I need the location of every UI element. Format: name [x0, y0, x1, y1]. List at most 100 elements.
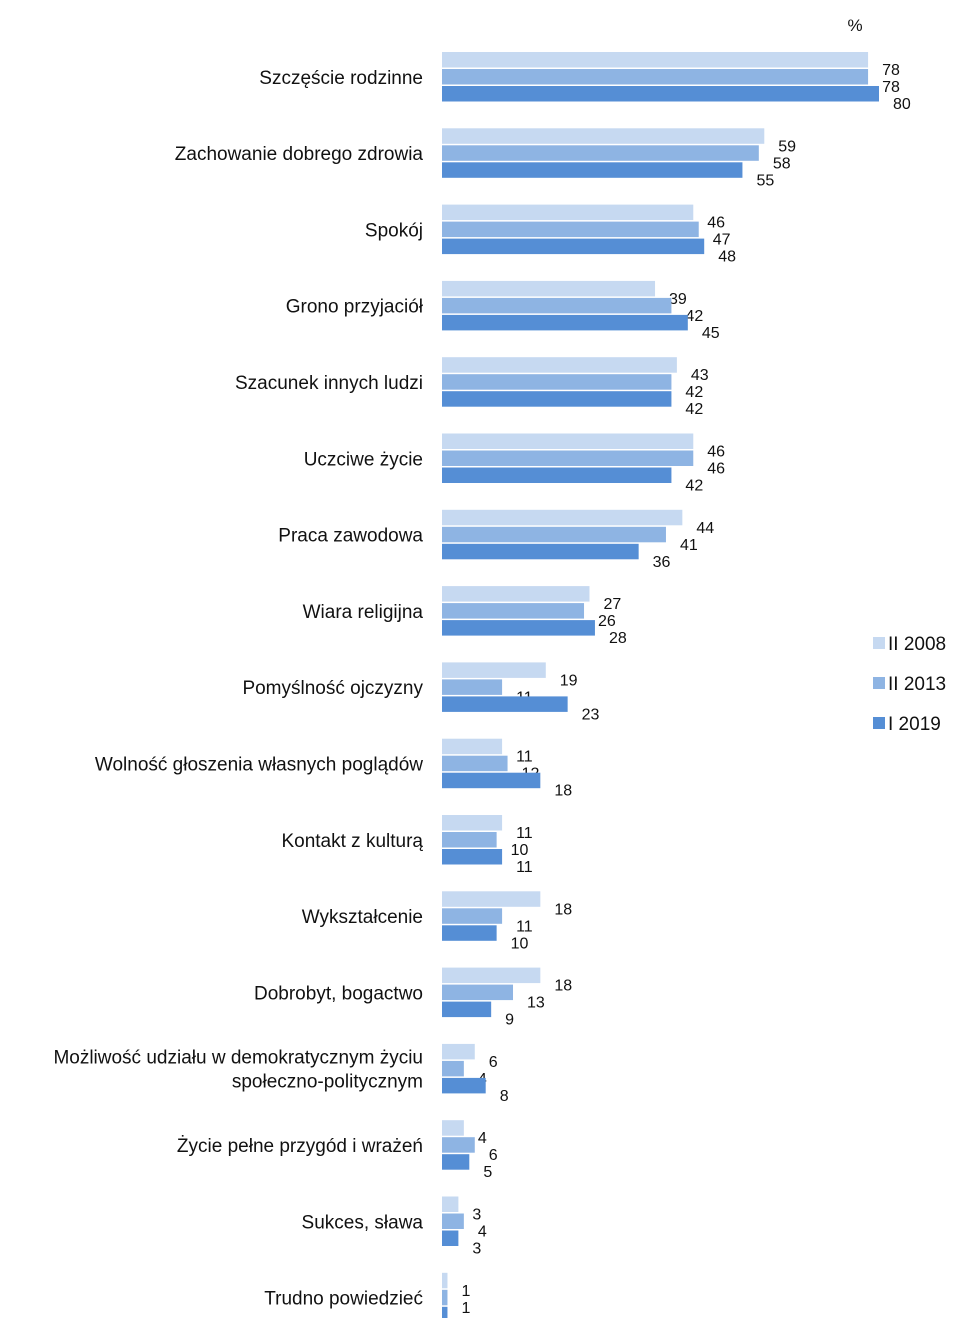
- value-label: 4: [478, 1224, 487, 1241]
- bar-ii-2013: [442, 603, 585, 619]
- bar-ii-2008: [442, 433, 694, 449]
- bar-ii-2008: [442, 1196, 459, 1212]
- value-label: 42: [685, 384, 703, 401]
- value-label: 46: [707, 215, 725, 232]
- bar-ii-2008: [442, 967, 541, 984]
- category-label: Dobrobyt, bogactwo: [254, 983, 423, 1004]
- bar-i-2019: [442, 772, 541, 789]
- value-label: 80: [893, 96, 911, 113]
- bar-i-2019: [442, 467, 672, 483]
- value-label: 3: [472, 1207, 481, 1224]
- bar-i-2019: [442, 1306, 448, 1318]
- bar-ii-2013: [442, 374, 672, 390]
- bar-i-2019: [442, 162, 743, 178]
- bar-i-2019: [442, 1154, 470, 1170]
- value-label: 11: [516, 918, 533, 935]
- value-label: 11: [516, 749, 533, 766]
- value-label: 1: [461, 1300, 470, 1317]
- value-label: 5: [483, 1164, 492, 1181]
- value-label: 42: [685, 308, 703, 325]
- bar-ii-2008: [442, 1272, 448, 1289]
- value-label: 6: [489, 1054, 498, 1071]
- category-label: Wiara religijna: [303, 602, 424, 623]
- value-label: 78: [882, 79, 900, 96]
- value-label: 8: [500, 1088, 509, 1105]
- value-label: 23: [582, 706, 600, 723]
- bar-i-2019: [442, 543, 639, 560]
- bar-i-2019: [442, 925, 497, 941]
- bar-ii-2013: [442, 526, 666, 543]
- bar-ii-2013: [442, 450, 694, 466]
- value-label: 10: [511, 935, 529, 952]
- bar-ii-2008: [442, 1120, 464, 1136]
- value-label: 28: [609, 630, 627, 647]
- bar-ii-2013: [442, 1060, 464, 1077]
- bar-i-2019: [442, 314, 688, 331]
- bar-ii-2008: [442, 357, 677, 373]
- category-label: Praca zawodowa: [278, 526, 423, 547]
- bar-ii-2013: [442, 1213, 464, 1229]
- category-label: Wolność głoszenia własnych poglądów: [95, 754, 423, 775]
- bar-ii-2013: [442, 69, 869, 85]
- value-label: 46: [707, 444, 725, 461]
- value-label: 46: [707, 461, 725, 478]
- value-label: 9: [505, 1012, 514, 1029]
- category-label: społeczno-politycznym: [232, 1072, 423, 1093]
- value-label: 3: [472, 1241, 481, 1258]
- legend-label: II 2013: [888, 674, 946, 695]
- category-label: Pomyślność ojczyzny: [242, 678, 423, 699]
- category-label: Kontakt z kulturą: [281, 831, 423, 852]
- value-label: 47: [713, 232, 731, 249]
- value-label: 42: [685, 401, 703, 418]
- value-label: 6: [489, 1147, 498, 1164]
- value-label: 43: [691, 367, 709, 384]
- value-label: 1: [461, 1317, 470, 1318]
- value-label: 55: [756, 172, 774, 189]
- value-label: 18: [554, 901, 572, 918]
- value-label: 11: [516, 825, 533, 842]
- bar-i-2019: [442, 86, 879, 102]
- unit-label: %: [847, 16, 862, 35]
- value-label: 44: [696, 520, 714, 537]
- category-label: Wykształcenie: [302, 907, 423, 928]
- bar-ii-2008: [442, 738, 503, 755]
- bar-i-2019: [442, 1001, 492, 1018]
- category-label: Trudno powiedzieć: [264, 1289, 423, 1310]
- value-label: 10: [511, 842, 529, 859]
- bar-ii-2008: [442, 204, 694, 221]
- bar-ii-2008: [442, 1043, 475, 1060]
- value-label: 39: [669, 291, 687, 308]
- value-label: 27: [603, 596, 621, 613]
- value-label: 48: [718, 249, 736, 266]
- value-label: 18: [554, 978, 572, 995]
- bar-ii-2008: [442, 815, 503, 831]
- bar-ii-2008: [442, 891, 541, 907]
- bar-ii-2013: [442, 984, 514, 1001]
- legend: II 2008 II 2013 I 2019: [873, 634, 946, 735]
- category-label: Spokój: [365, 220, 423, 241]
- bar-ii-2008: [442, 128, 765, 144]
- category-label: Szczęście rodzinne: [259, 68, 423, 89]
- bar-ii-2013: [442, 1137, 475, 1153]
- bar-ii-2008: [442, 52, 869, 68]
- category-label: Szacunek innych ludzi: [235, 373, 423, 394]
- value-label: 13: [527, 995, 545, 1012]
- category-label: Uczciwe życie: [304, 449, 423, 470]
- bar-ii-2013: [442, 1289, 448, 1306]
- bar-ii-2008: [442, 280, 656, 297]
- bar-ii-2008: [442, 509, 683, 526]
- bar-ii-2013: [442, 832, 497, 848]
- bar-ii-2013: [442, 908, 503, 924]
- bar-i-2019: [442, 1230, 459, 1246]
- bar-i-2019: [442, 620, 595, 636]
- value-label: 4: [478, 1130, 487, 1147]
- value-label: 36: [653, 554, 671, 571]
- bar-ii-2013: [442, 221, 699, 238]
- category-label: Życie pełne przygód i wrażeń: [177, 1136, 423, 1157]
- value-label: 58: [773, 155, 791, 172]
- value-label: 42: [685, 478, 703, 495]
- legend-swatch: [873, 637, 885, 649]
- bar-i-2019: [442, 238, 705, 255]
- bar-i-2019: [442, 1077, 486, 1094]
